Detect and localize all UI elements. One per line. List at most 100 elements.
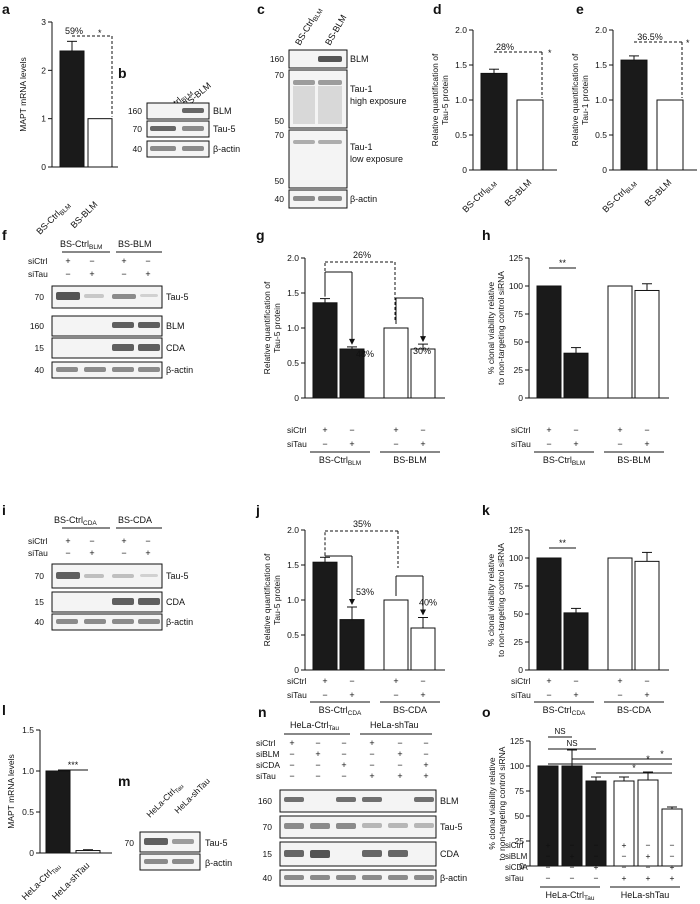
- bar: [536, 557, 562, 671]
- protein-label: β-actin: [166, 617, 193, 627]
- g-sign: +: [393, 425, 398, 435]
- o-row-label: siCDA: [505, 863, 528, 872]
- sign: +: [121, 536, 126, 546]
- blot-band: [150, 126, 176, 131]
- y-tick-label: 100: [509, 553, 523, 563]
- blot-band: [112, 344, 134, 351]
- y-tick-label: 0.5: [22, 807, 34, 817]
- y-axis-label: % clonal viability relative: [486, 554, 496, 646]
- group-label: BS-BLM: [617, 455, 651, 465]
- blot-band: [182, 126, 204, 131]
- k-sign: −: [546, 690, 551, 700]
- blot-band: [318, 80, 342, 85]
- group-label: BS-CDA: [393, 705, 427, 715]
- blot-band: [318, 140, 342, 144]
- sig-label: NS: [554, 727, 565, 736]
- protein-label: BLM: [350, 54, 369, 64]
- group-label: BS-CtrlCDA: [319, 705, 362, 717]
- y-tick-label: 1.0: [22, 766, 34, 776]
- percent-annotation: 30%: [413, 346, 431, 356]
- group-label: BS-CtrlBLM: [60, 239, 102, 251]
- protein-label: CDA: [166, 343, 185, 353]
- sign: −: [315, 738, 320, 748]
- blot-band: [388, 823, 408, 828]
- g-row-label: siCtrl: [287, 425, 306, 435]
- sign: +: [423, 760, 428, 770]
- protein-label: CDA: [166, 597, 185, 607]
- sign: −: [341, 749, 346, 759]
- row-label: siCtrl: [256, 738, 275, 748]
- g-sign: −: [349, 425, 354, 435]
- mw-marker: 40: [263, 873, 273, 883]
- blot-band: [318, 56, 342, 62]
- o-sign: −: [670, 840, 675, 850]
- y-tick-label: 0: [294, 665, 299, 675]
- sig-star: *: [548, 48, 552, 58]
- bar: [312, 561, 338, 671]
- y-tick-label: 0: [29, 848, 34, 858]
- y-axis-label: to non-targeting control siRNA: [497, 746, 507, 860]
- y-axis-label: Tau-5 protein: [272, 575, 282, 625]
- blot-band: [138, 344, 160, 351]
- bar: [87, 118, 113, 168]
- j-sign: −: [393, 690, 398, 700]
- bar: [656, 99, 684, 171]
- bar: [339, 348, 365, 399]
- blot-band: [388, 875, 408, 880]
- o-sign: +: [622, 873, 627, 883]
- k-sign: +: [644, 690, 649, 700]
- row-label: siTau: [28, 269, 48, 279]
- blot-band: [112, 598, 134, 605]
- smear: [318, 86, 342, 124]
- y-tick-label: 2.0: [595, 25, 607, 35]
- y-tick-label: 25: [515, 836, 525, 846]
- sign: +: [315, 749, 320, 759]
- group-label: HeLa-CtrlTau: [546, 890, 595, 902]
- sign: +: [121, 256, 126, 266]
- y-tick-label: 0: [519, 861, 524, 871]
- g-sign: −: [322, 439, 327, 449]
- y-tick-label: 3: [41, 17, 46, 27]
- panel-letter-i: i: [2, 502, 6, 518]
- protein-label: high exposure: [350, 96, 407, 106]
- bar: [537, 765, 559, 867]
- blot-band: [414, 875, 434, 880]
- protein-label: Tau-1: [350, 142, 373, 152]
- o-sign: +: [646, 873, 651, 883]
- protein-label: β-actin: [205, 858, 232, 868]
- blot-band: [140, 574, 158, 577]
- blot-row: [146, 120, 210, 138]
- blot-band: [112, 619, 134, 624]
- row-label: siTau: [256, 771, 276, 781]
- blot-band: [182, 146, 204, 151]
- o-sign: −: [546, 873, 551, 883]
- j-row-label: siCtrl: [287, 676, 306, 686]
- blot-band: [362, 850, 382, 857]
- o-row-label: siCtrl: [505, 841, 523, 850]
- bar: [634, 289, 660, 399]
- protein-label: BLM: [440, 796, 459, 806]
- protein-label: CDA: [440, 849, 459, 859]
- blot-band: [112, 294, 136, 299]
- y-tick-label: 0: [462, 165, 467, 175]
- h-sign: −: [617, 439, 622, 449]
- j-sign: −: [349, 676, 354, 686]
- sign: +: [145, 269, 150, 279]
- sign: −: [423, 749, 428, 759]
- sign: +: [369, 738, 374, 748]
- y-tick-label: 1: [41, 114, 46, 124]
- mw-marker: 50: [275, 116, 285, 126]
- x-category-label: BS-CtrlBLM: [460, 177, 498, 215]
- sign: −: [121, 269, 126, 279]
- y-tick-label: 1.0: [287, 323, 299, 333]
- blot-band: [56, 292, 80, 300]
- x-category-label: BS-BLM: [503, 177, 534, 208]
- blot-band: [310, 850, 330, 858]
- k-sign: +: [546, 676, 551, 686]
- y-tick-label: 0: [518, 665, 523, 675]
- o-sign: +: [594, 862, 599, 872]
- y-tick-label: 1.5: [22, 725, 34, 735]
- percent-annotation: 59%: [65, 26, 83, 36]
- o-sign: +: [670, 862, 675, 872]
- blot-band: [362, 797, 382, 802]
